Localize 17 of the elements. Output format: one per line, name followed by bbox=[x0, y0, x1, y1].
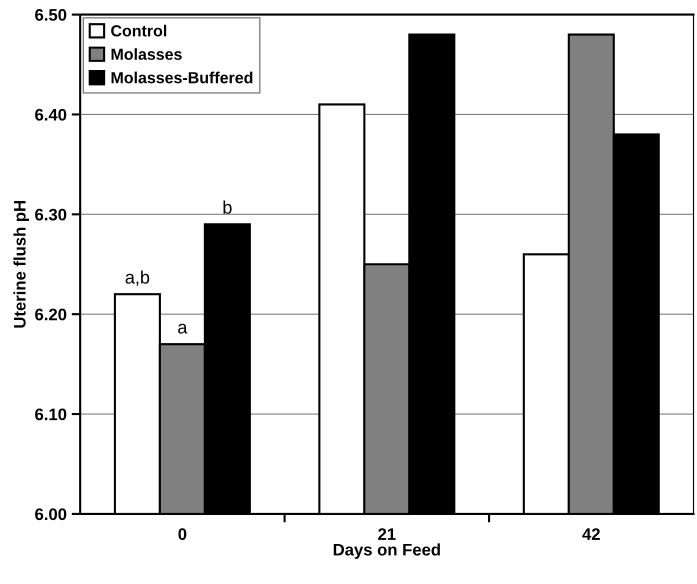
y-tick-label: 6.50 bbox=[35, 9, 66, 21]
y-tick-label: 6.40 bbox=[35, 108, 66, 121]
annotation: a,b bbox=[126, 270, 150, 286]
legend-label: Molasses bbox=[112, 48, 182, 60]
y-axis-title: Uterine flush pH bbox=[13, 201, 29, 328]
annotation: a bbox=[178, 324, 188, 334]
x-tick-label: 21 bbox=[378, 528, 396, 540]
annotation: b bbox=[224, 200, 232, 214]
y-tick-label: 6.30 bbox=[35, 208, 66, 221]
legend-label: Control bbox=[111, 24, 166, 36]
y-tick-label: 6.00 bbox=[35, 508, 66, 520]
x-axis-title: Days on Feed bbox=[334, 543, 440, 559]
x-tick-label: 42 bbox=[582, 528, 600, 540]
x-tick-label: 0 bbox=[178, 528, 186, 540]
legend-label: Molasses-Buffered bbox=[112, 72, 252, 84]
y-tick-label: 6.20 bbox=[35, 308, 66, 320]
y-tick-label: 6.10 bbox=[35, 408, 66, 420]
